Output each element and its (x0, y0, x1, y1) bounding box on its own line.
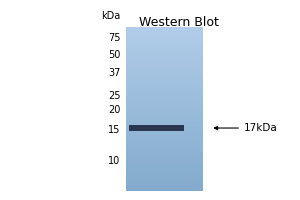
Bar (127, 170, 203, 172)
Bar (127, 156, 203, 158)
Text: 25: 25 (108, 91, 121, 101)
Bar (127, 41, 203, 43)
Bar (127, 58, 203, 60)
Bar (127, 68, 203, 70)
Bar (127, 31, 203, 33)
Bar (127, 66, 203, 68)
Bar (127, 123, 203, 125)
Text: 50: 50 (108, 50, 121, 60)
Bar (127, 27, 203, 29)
Bar (127, 39, 203, 41)
Bar (127, 187, 203, 189)
Bar (127, 55, 203, 58)
Text: 17kDa: 17kDa (244, 123, 278, 133)
Bar (127, 107, 203, 109)
Bar (127, 86, 203, 88)
Bar (127, 146, 203, 148)
Bar (127, 174, 203, 176)
Bar (127, 88, 203, 90)
Text: Western Blot: Western Blot (140, 16, 219, 29)
Bar (127, 184, 203, 187)
Bar (127, 137, 203, 139)
Bar (127, 180, 203, 182)
Bar (127, 139, 203, 141)
Bar (127, 72, 203, 74)
Bar (127, 29, 203, 31)
Bar (127, 172, 203, 174)
Bar (127, 47, 203, 49)
Bar (127, 117, 203, 119)
Bar (127, 94, 203, 96)
Bar (127, 133, 203, 135)
Bar (127, 127, 203, 129)
Bar (127, 62, 203, 64)
Bar (127, 150, 203, 152)
Bar (127, 148, 203, 150)
Text: 75: 75 (108, 33, 121, 43)
Bar (127, 35, 203, 37)
Bar (127, 60, 203, 62)
Bar (127, 101, 203, 103)
Bar (129, 125, 184, 131)
Text: 15: 15 (108, 125, 121, 135)
Text: 37: 37 (108, 68, 121, 78)
Text: kDa: kDa (101, 11, 121, 21)
Bar (127, 45, 203, 47)
Bar (127, 92, 203, 94)
Bar (127, 76, 203, 78)
Bar (127, 90, 203, 92)
Bar (127, 160, 203, 162)
Bar (127, 64, 203, 66)
Bar (127, 33, 203, 35)
Text: 10: 10 (108, 156, 121, 166)
Bar (127, 164, 203, 166)
Bar (127, 105, 203, 107)
Bar (127, 121, 203, 123)
Bar (127, 115, 203, 117)
Bar (127, 70, 203, 72)
Bar (127, 176, 203, 178)
Bar (127, 178, 203, 180)
Bar (127, 162, 203, 164)
Bar (127, 82, 203, 84)
Bar (127, 131, 203, 133)
Bar (127, 78, 203, 80)
Bar (127, 141, 203, 144)
Bar (127, 80, 203, 82)
Bar (127, 129, 203, 131)
Bar (127, 51, 203, 53)
Bar (127, 189, 203, 191)
Bar (127, 119, 203, 121)
Bar (127, 96, 203, 98)
Bar (127, 74, 203, 76)
Bar (127, 158, 203, 160)
Bar (127, 182, 203, 184)
Bar (127, 135, 203, 137)
Text: 20: 20 (108, 105, 121, 115)
Bar (127, 53, 203, 55)
Bar (127, 144, 203, 146)
Bar (127, 49, 203, 51)
Bar (127, 103, 203, 105)
Bar (127, 168, 203, 170)
Bar (127, 109, 203, 111)
Bar (127, 152, 203, 154)
Bar (127, 125, 203, 127)
Bar (127, 166, 203, 168)
Bar (127, 98, 203, 101)
Bar (127, 111, 203, 113)
Bar (127, 84, 203, 86)
Bar (127, 113, 203, 115)
Bar (127, 154, 203, 156)
Bar (127, 37, 203, 39)
Bar (127, 43, 203, 45)
